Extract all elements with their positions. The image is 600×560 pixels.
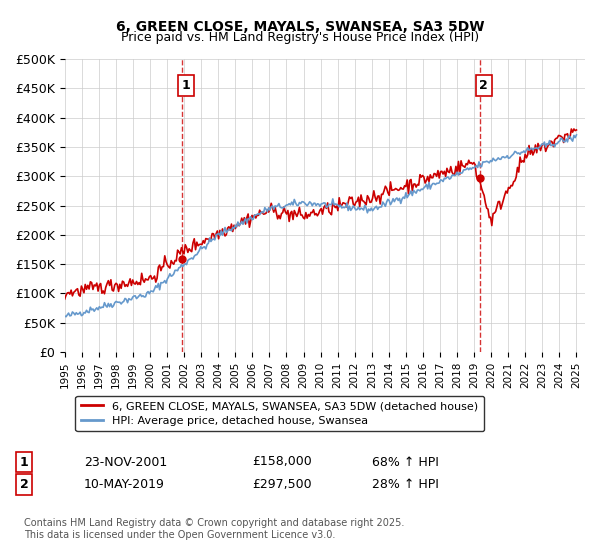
Text: 2: 2 [20,478,28,491]
Text: 1: 1 [20,455,28,469]
Text: Contains HM Land Registry data © Crown copyright and database right 2025.
This d: Contains HM Land Registry data © Crown c… [24,519,404,540]
Legend: 6, GREEN CLOSE, MAYALS, SWANSEA, SA3 5DW (detached house), HPI: Average price, d: 6, GREEN CLOSE, MAYALS, SWANSEA, SA3 5DW… [76,395,484,431]
Text: 10-MAY-2019: 10-MAY-2019 [84,478,165,491]
Text: 28% ↑ HPI: 28% ↑ HPI [372,478,439,491]
Text: 68% ↑ HPI: 68% ↑ HPI [372,455,439,469]
Text: 2: 2 [479,79,488,92]
Text: £297,500: £297,500 [252,478,311,491]
Text: 1: 1 [181,79,190,92]
Text: 23-NOV-2001: 23-NOV-2001 [84,455,167,469]
Text: 6, GREEN CLOSE, MAYALS, SWANSEA, SA3 5DW: 6, GREEN CLOSE, MAYALS, SWANSEA, SA3 5DW [116,20,484,34]
Text: Price paid vs. HM Land Registry's House Price Index (HPI): Price paid vs. HM Land Registry's House … [121,31,479,44]
Text: £158,000: £158,000 [252,455,312,469]
